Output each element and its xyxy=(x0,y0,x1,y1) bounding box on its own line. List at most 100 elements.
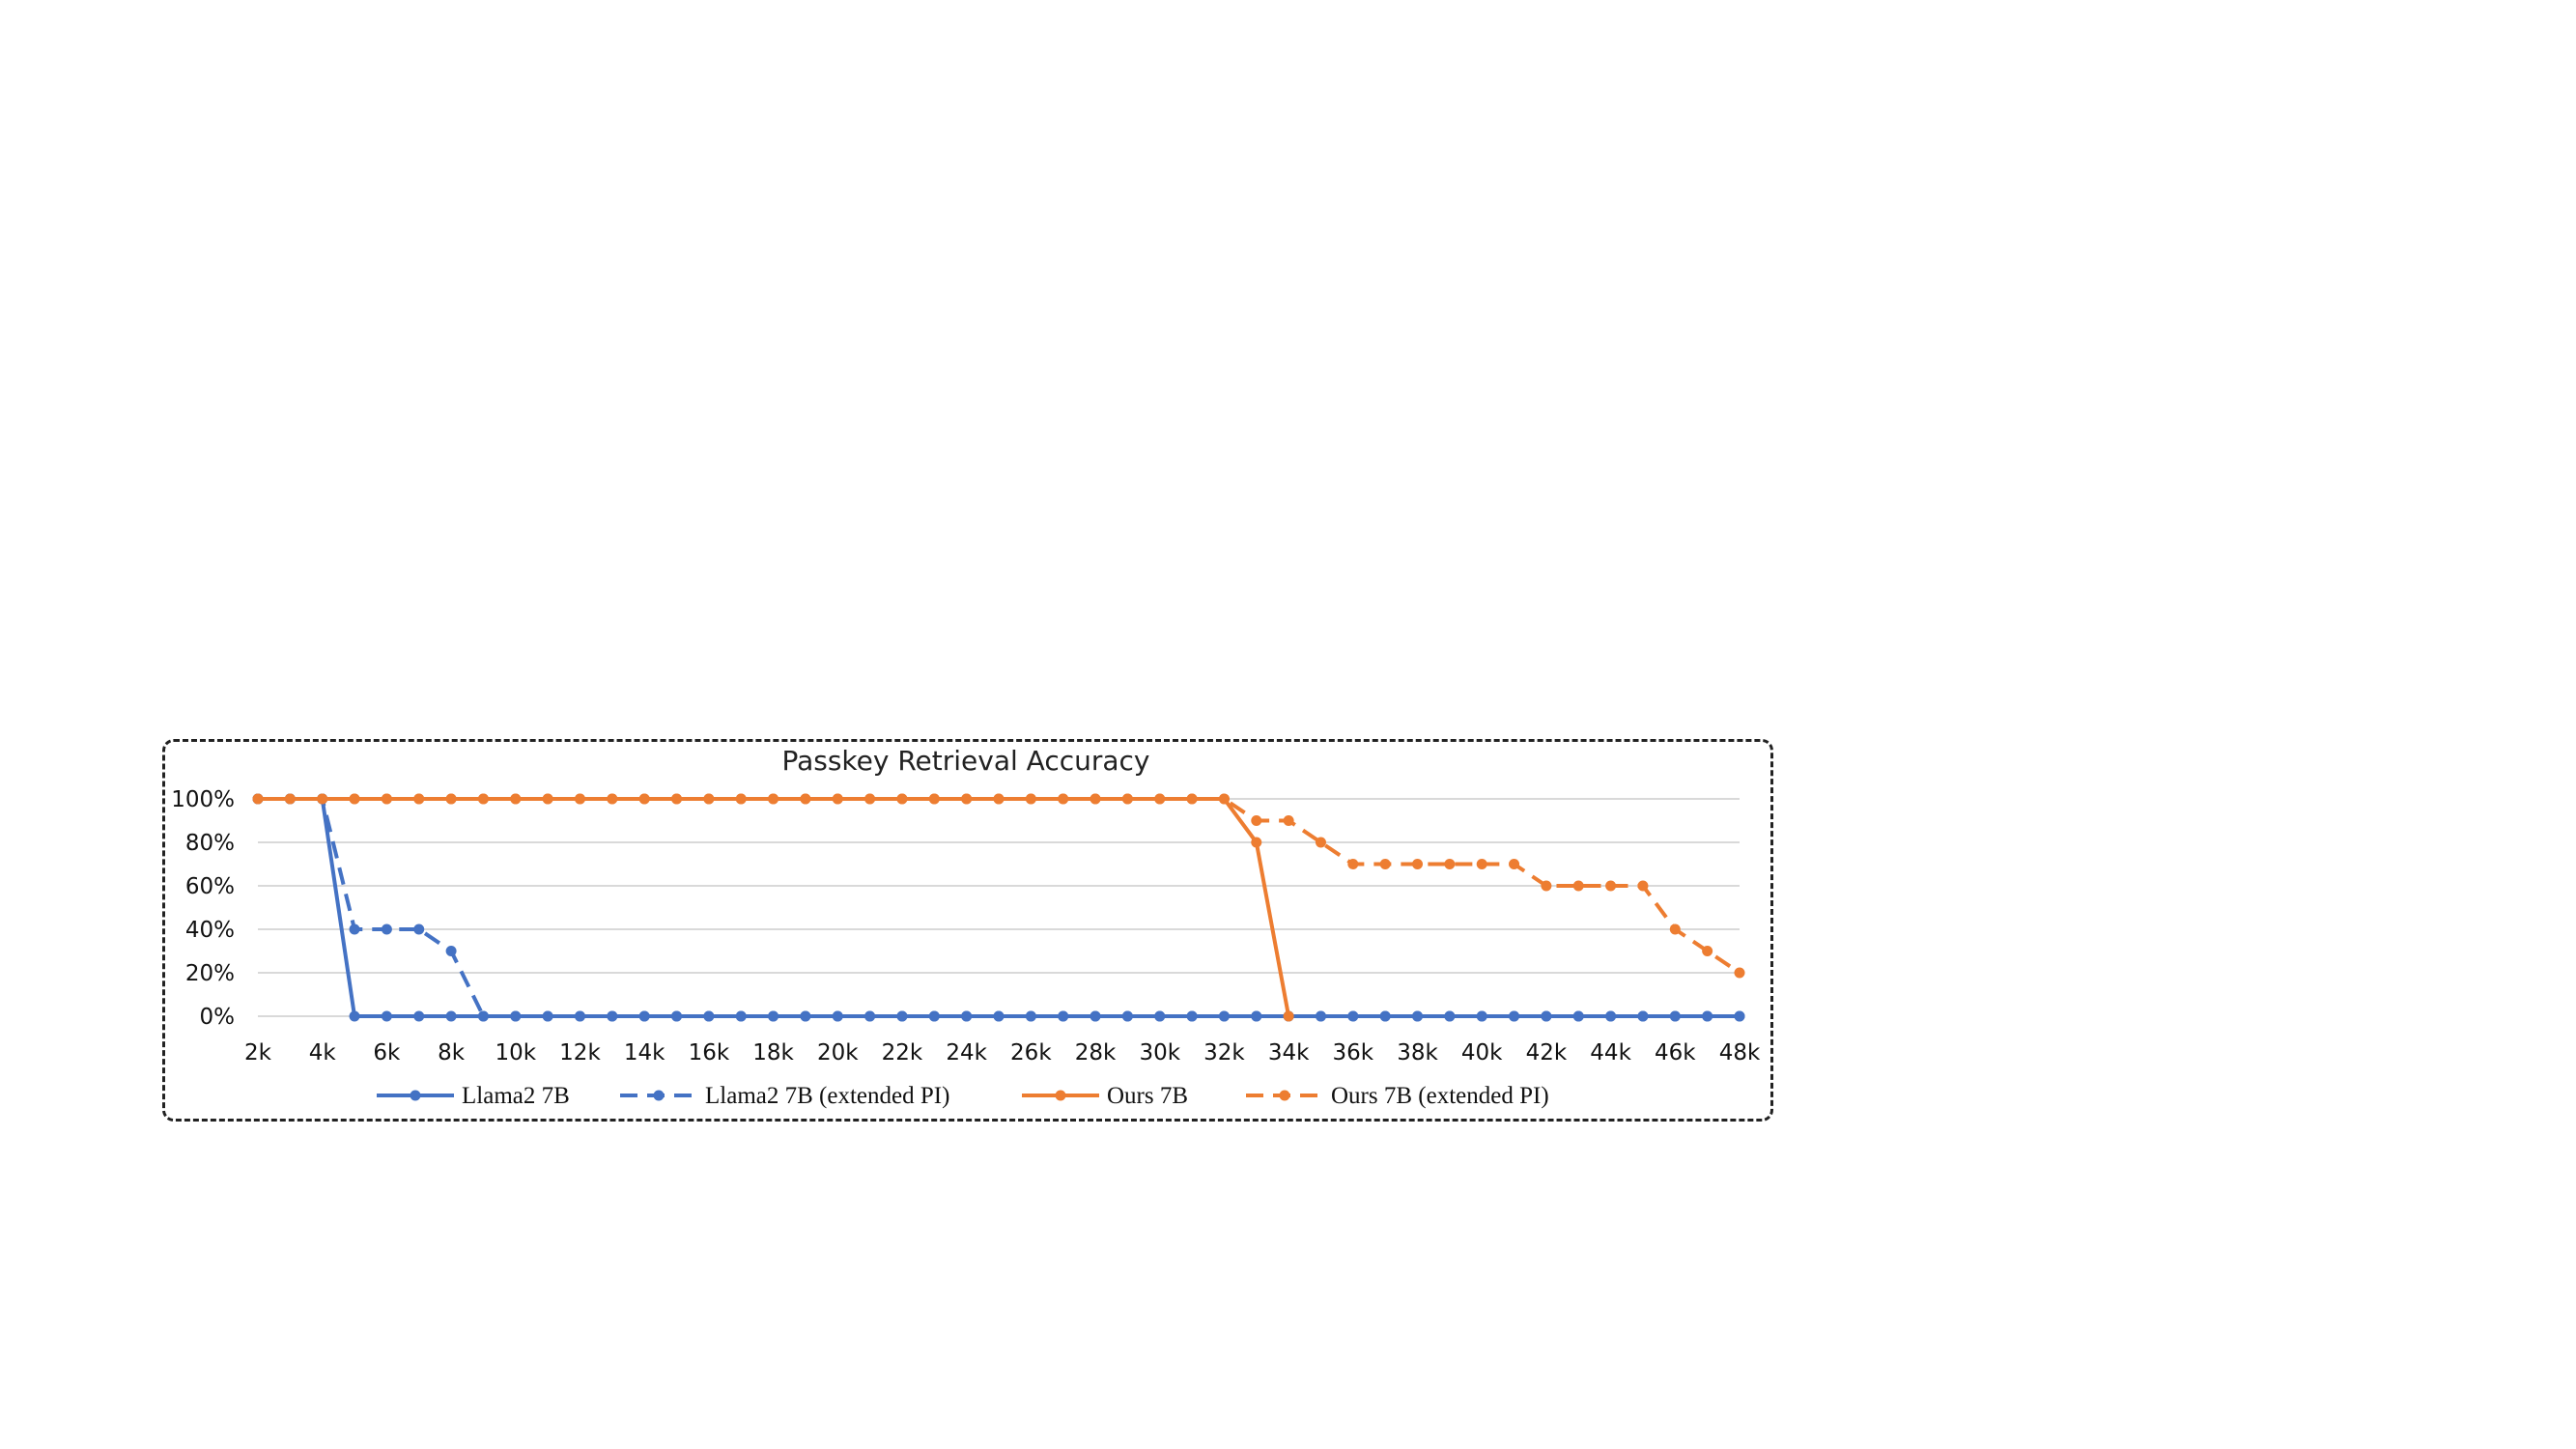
data-point xyxy=(1218,793,1230,805)
data-point xyxy=(1509,859,1520,869)
data-point xyxy=(1572,1010,1584,1022)
series-ours-7b xyxy=(252,793,1294,1022)
data-point xyxy=(445,1010,457,1022)
x-tick-label: 20k xyxy=(817,1040,859,1065)
data-point xyxy=(993,1010,1005,1022)
data-point xyxy=(768,1010,779,1022)
series-llama2-7b-extended-pi xyxy=(252,793,1745,1022)
x-tick-label: 30k xyxy=(1139,1040,1180,1065)
grid-lines xyxy=(258,798,1740,1017)
data-point xyxy=(993,793,1005,805)
data-point xyxy=(1154,1010,1166,1022)
data-point xyxy=(832,793,843,805)
data-point xyxy=(961,1010,973,1022)
data-point xyxy=(1637,880,1649,892)
x-tick-label: 48k xyxy=(1719,1040,1761,1065)
legend-label: Ours 7B (extended PI) xyxy=(1331,1083,1549,1109)
data-point xyxy=(1702,1010,1713,1022)
chart-frame xyxy=(162,739,1773,1122)
y-tick-label: 40% xyxy=(185,918,235,943)
series-llama2-7b xyxy=(252,793,1745,1022)
data-point xyxy=(1637,1010,1649,1022)
legend-item: Ours 7B xyxy=(1022,1083,1188,1109)
legend-label: Llama2 7B (extended PI) xyxy=(705,1083,949,1109)
x-tick-label: 2k xyxy=(244,1040,272,1065)
data-point xyxy=(1186,793,1198,805)
data-point xyxy=(1572,880,1584,892)
x-tick-label: 38k xyxy=(1397,1040,1438,1065)
x-tick-label: 46k xyxy=(1655,1040,1696,1065)
data-point xyxy=(510,793,522,805)
data-point xyxy=(1541,1010,1552,1022)
data-point xyxy=(928,1010,940,1022)
x-tick-label: 36k xyxy=(1333,1040,1374,1065)
data-point xyxy=(252,793,264,805)
data-point xyxy=(1090,1010,1101,1022)
data-point xyxy=(1315,1010,1326,1022)
x-tick-label: 32k xyxy=(1203,1040,1245,1065)
data-point xyxy=(864,1010,876,1022)
x-tick-label: 28k xyxy=(1075,1040,1117,1065)
y-axis-ticks: 0% 20% 40% 60% 80% 100% xyxy=(171,787,235,1030)
data-point xyxy=(1347,1010,1359,1022)
data-point xyxy=(1702,946,1713,956)
x-tick-label: 42k xyxy=(1526,1040,1568,1065)
data-point xyxy=(381,1010,392,1022)
data-point xyxy=(735,1010,747,1022)
data-point xyxy=(1315,837,1326,848)
series-line xyxy=(258,797,1291,1017)
data-point xyxy=(1444,1010,1456,1022)
data-point xyxy=(349,923,360,935)
data-point xyxy=(1347,859,1359,869)
data-point xyxy=(800,793,811,805)
x-tick-label: 12k xyxy=(559,1040,601,1065)
data-point xyxy=(1734,967,1745,979)
chart-title: Passkey Retrieval Accuracy xyxy=(781,745,1149,777)
x-tick-label: 14k xyxy=(624,1040,665,1065)
data-point xyxy=(1218,1010,1230,1022)
data-point xyxy=(800,1010,811,1022)
data-point xyxy=(1669,1010,1681,1022)
series-line xyxy=(258,797,1740,1018)
legend-marker xyxy=(653,1090,665,1101)
data-point xyxy=(1734,1010,1745,1022)
data-point xyxy=(1283,815,1294,826)
data-point xyxy=(1090,793,1101,805)
data-point xyxy=(703,793,715,805)
data-point xyxy=(1605,880,1617,892)
data-point xyxy=(574,793,585,805)
legend-label: Ours 7B xyxy=(1107,1083,1188,1109)
y-tick-label: 100% xyxy=(171,787,235,812)
data-point xyxy=(477,793,489,805)
data-point xyxy=(413,793,425,805)
data-point xyxy=(671,793,683,805)
x-tick-label: 24k xyxy=(946,1040,987,1065)
x-tick-label: 34k xyxy=(1268,1040,1310,1065)
data-point xyxy=(1251,837,1262,848)
legend-marker xyxy=(1279,1090,1290,1101)
data-point xyxy=(413,1010,425,1022)
data-point xyxy=(638,1010,650,1022)
x-tick-label: 10k xyxy=(495,1040,536,1065)
data-point xyxy=(735,793,747,805)
data-point xyxy=(510,1010,522,1022)
data-point xyxy=(961,793,973,805)
data-point xyxy=(607,793,618,805)
data-point xyxy=(1251,1010,1262,1022)
data-point xyxy=(896,1010,908,1022)
x-tick-label: 6k xyxy=(373,1040,401,1065)
y-tick-label: 80% xyxy=(185,831,235,856)
data-point xyxy=(542,793,553,805)
data-point xyxy=(445,946,457,956)
data-point xyxy=(896,793,908,805)
data-point xyxy=(638,793,650,805)
data-point xyxy=(1121,793,1133,805)
data-point xyxy=(1412,859,1424,869)
data-point xyxy=(607,1010,618,1022)
series-lines xyxy=(252,793,1745,1022)
data-point xyxy=(1412,1010,1424,1022)
x-tick-label: 18k xyxy=(752,1040,794,1065)
series-line xyxy=(258,797,1740,1018)
data-point xyxy=(1154,793,1166,805)
data-point xyxy=(1605,1010,1617,1022)
